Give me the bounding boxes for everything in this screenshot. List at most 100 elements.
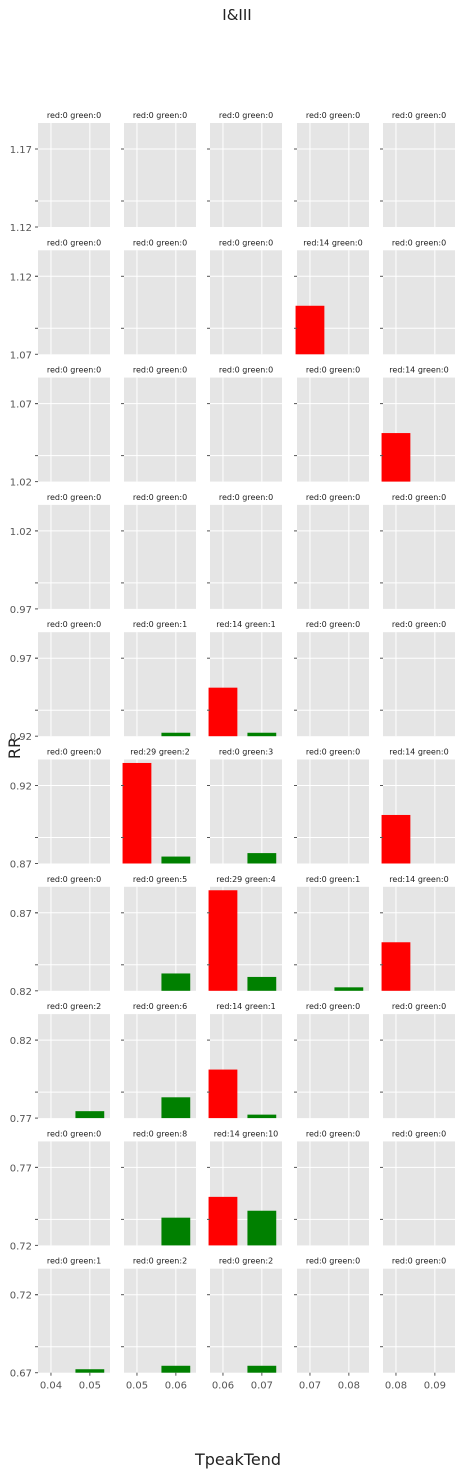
- panel-label: red:0 green:0: [392, 238, 446, 247]
- green-bar: [247, 977, 276, 991]
- panel-background: [124, 123, 196, 227]
- panel-background: [297, 887, 369, 991]
- panel-label: red:14 green:0: [389, 875, 448, 884]
- panel-label: red:0 green:6: [133, 1002, 187, 1011]
- x-tick-label: 0.07: [299, 1381, 321, 1392]
- panel-label: red:0 green:5: [133, 875, 187, 884]
- subplot-panel: red:0 green:0: [380, 111, 455, 227]
- subplot-panel: red:0 green:01.021.07: [10, 366, 110, 489]
- subplot-panel: red:0 green:0: [121, 111, 196, 227]
- panel-label: red:0 green:8: [133, 1129, 187, 1138]
- panel-label: red:14 green:10: [214, 1129, 279, 1138]
- y-tick-label: 1.07: [10, 350, 32, 361]
- panel-label: red:0 green:0: [392, 493, 446, 502]
- green-bar: [247, 1115, 276, 1118]
- y-tick-label: 0.67: [10, 1369, 32, 1380]
- panel-background: [383, 123, 455, 227]
- x-tick-label: 0.04: [40, 1381, 62, 1392]
- green-bar: [247, 1366, 276, 1373]
- panel-label: red:0 green:0: [306, 111, 360, 120]
- panel-label: red:0 green:0: [392, 1002, 446, 1011]
- subplot-panel: red:0 green:0: [380, 238, 455, 354]
- subplot-panel: red:0 green:0 0.08 0.09: [380, 1257, 455, 1392]
- y-tick-label: 1.12: [10, 223, 32, 234]
- red-bar: [209, 1070, 238, 1119]
- green-bar: [161, 973, 190, 990]
- panel-label: red:0 green:0: [47, 366, 101, 375]
- panel-background: [383, 505, 455, 609]
- subplot-panel: red:29 green:4: [207, 875, 282, 991]
- panel-background: [38, 1269, 110, 1373]
- y-tick-label: 0.97: [10, 654, 32, 665]
- red-bar: [209, 688, 238, 737]
- green-bar: [161, 1366, 190, 1373]
- y-tick-label: 0.87: [10, 909, 32, 920]
- panel-label: red:0 green:1: [306, 875, 360, 884]
- red-bar: [209, 890, 238, 991]
- y-tick-label: 0.87: [10, 860, 32, 871]
- panel-label: red:0 green:0: [47, 111, 101, 120]
- red-bar: [209, 1197, 238, 1246]
- red-bar: [296, 306, 325, 355]
- subplot-panel: red:0 green:0: [207, 238, 282, 354]
- panel-label: red:0 green:0: [47, 875, 101, 884]
- panel-label: red:0 green:0: [306, 620, 360, 629]
- panel-label: red:0 green:2: [133, 1257, 187, 1266]
- red-bar: [382, 942, 411, 991]
- panel-label: red:0 green:0: [392, 111, 446, 120]
- panel-background: [210, 123, 282, 227]
- subplot-panel: red:0 green:0: [294, 366, 369, 482]
- subplot-panel: red:14 green:0: [380, 875, 455, 991]
- panel-label: red:0 green:0: [306, 748, 360, 757]
- panel-background: [297, 1014, 369, 1118]
- panel-background: [297, 1269, 369, 1373]
- panel-label: red:0 green:0: [47, 748, 101, 757]
- y-tick-label: 1.07: [10, 400, 32, 411]
- panel-background: [124, 250, 196, 354]
- y-tick-label: 1.02: [10, 527, 32, 538]
- panel-label: red:14 green:0: [389, 748, 448, 757]
- y-tick-label: 0.92: [10, 732, 32, 743]
- panel-label: red:14 green:1: [216, 1002, 275, 1011]
- panel-label: red:29 green:4: [216, 875, 275, 884]
- panel-label: red:0 green:0: [133, 366, 187, 375]
- subplot-panel: red:0 green:0: [121, 238, 196, 354]
- subplot-panel: red:0 green:0: [380, 493, 455, 609]
- panel-label: red:0 green:1: [133, 620, 187, 629]
- subplot-panel: red:0 green:0: [294, 111, 369, 227]
- subplot-panel: red:0 green:00.870.92: [10, 748, 110, 871]
- green-bar: [161, 1218, 190, 1246]
- green-bar: [161, 733, 190, 736]
- subplot-panel: red:0 green:0: [207, 366, 282, 482]
- subplot-panel: red:0 green:0 1.07 1.12: [10, 238, 110, 361]
- subplot-panel: red:0 green:1: [121, 620, 196, 736]
- subplot-panel: red:0 green:0: [380, 620, 455, 736]
- panel-label: red:0 green:0: [133, 238, 187, 247]
- y-tick-label: 0.82: [10, 1036, 32, 1047]
- x-tick-label: 0.06: [165, 1381, 187, 1392]
- panel-background: [297, 632, 369, 736]
- panel-background: [38, 1014, 110, 1118]
- chart-title: I&III: [222, 6, 251, 24]
- red-bar: [123, 763, 152, 864]
- panel-background: [38, 250, 110, 354]
- x-axis-label: TpeakTend: [194, 1450, 281, 1469]
- subplot-panel: red:0 green:0: [294, 620, 369, 736]
- subplot-panel: red:0 green:2 0.77 0.82: [10, 1002, 110, 1125]
- subplot-panel: red:0 green:0: [294, 748, 369, 864]
- green-bar: [161, 1097, 190, 1118]
- panel-background: [210, 250, 282, 354]
- subplot-panel: red:14 green:0: [380, 748, 455, 864]
- panel-background: [383, 1141, 455, 1245]
- subplot-panel: red:0 green:1 0.67 0.72 0.04 0.05: [10, 1257, 110, 1392]
- panel-background: [210, 1269, 282, 1373]
- panel-label: red:0 green:0: [219, 366, 273, 375]
- subplot-panel: red:14 green:10: [207, 1129, 282, 1245]
- panel-background: [124, 378, 196, 482]
- panel-background: [297, 505, 369, 609]
- x-tick-label: 0.05: [79, 1381, 101, 1392]
- panel-label: red:0 green:0: [392, 1257, 446, 1266]
- panel-background: [38, 123, 110, 227]
- green-bar: [247, 733, 276, 736]
- panel-label: red:0 green:0: [306, 1129, 360, 1138]
